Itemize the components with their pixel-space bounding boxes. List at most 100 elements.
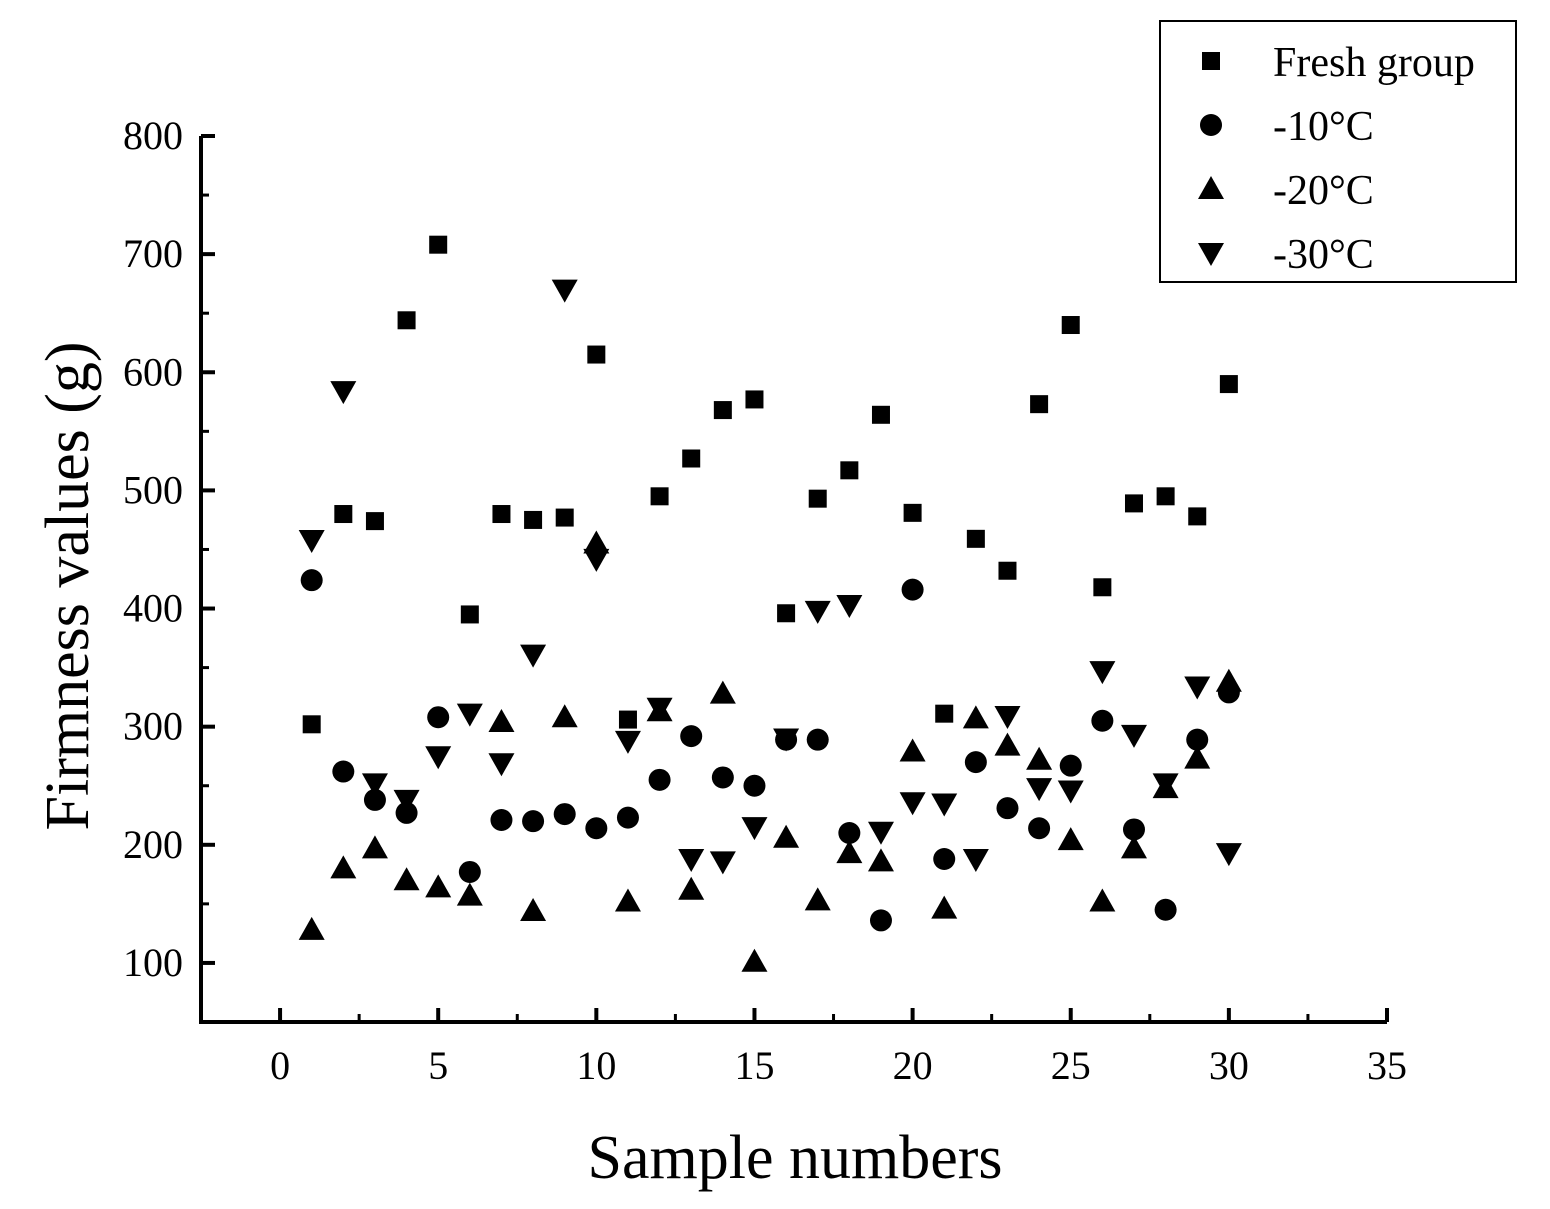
minus30c-point bbox=[393, 789, 420, 813]
minus10c-point bbox=[616, 806, 639, 829]
fresh-group-point bbox=[397, 311, 416, 330]
minus20c-point bbox=[931, 895, 958, 919]
minus10c-point bbox=[1122, 818, 1145, 841]
minus10c-point bbox=[711, 766, 734, 789]
minus30c-point bbox=[994, 706, 1021, 730]
minus10c-point bbox=[332, 760, 355, 783]
legend-marker bbox=[1198, 243, 1224, 266]
fresh-group-point bbox=[1156, 487, 1175, 506]
minus10c-point bbox=[996, 797, 1019, 820]
minus20c-point bbox=[1057, 827, 1084, 851]
fresh-group-point bbox=[334, 505, 353, 524]
fresh-group-point bbox=[429, 235, 448, 254]
minus20c-point bbox=[520, 897, 547, 921]
minus10c-point bbox=[680, 725, 703, 748]
minus10c-point bbox=[1091, 709, 1114, 732]
minus30c-point bbox=[741, 817, 768, 841]
x-tick-label: 0 bbox=[270, 1043, 290, 1088]
x-tick-label: 35 bbox=[1367, 1043, 1407, 1088]
minus20c-point bbox=[962, 705, 989, 729]
x-tick-label: 30 bbox=[1209, 1043, 1249, 1088]
y-tick-label: 200 bbox=[123, 822, 183, 867]
minus20c-point bbox=[583, 530, 610, 554]
minus30c-point bbox=[678, 848, 705, 872]
legend-marker bbox=[1198, 176, 1224, 199]
fresh-group-point bbox=[1188, 507, 1207, 526]
minus30c-point bbox=[361, 773, 388, 797]
x-tick-label: 10 bbox=[576, 1043, 616, 1088]
fresh-group-point bbox=[840, 461, 859, 480]
minus30c-point bbox=[583, 548, 610, 572]
fresh-group-point bbox=[871, 405, 890, 424]
minus20c-point bbox=[551, 704, 578, 728]
minus30c-point bbox=[1152, 773, 1179, 797]
fresh-group-point bbox=[587, 345, 606, 364]
fresh-group-point bbox=[1124, 494, 1143, 513]
fresh-group-point bbox=[650, 487, 669, 506]
x-tick-label: 15 bbox=[734, 1043, 774, 1088]
minus20c-point bbox=[614, 888, 641, 912]
minus20c-point bbox=[1120, 835, 1147, 859]
minus20c-point bbox=[899, 738, 926, 762]
minus30c-point bbox=[488, 753, 515, 777]
fresh-group-point bbox=[365, 512, 384, 531]
minus10c-point bbox=[1154, 898, 1177, 921]
fresh-group-point bbox=[713, 401, 732, 420]
minus30c-point bbox=[1120, 724, 1147, 748]
fresh-group-point bbox=[966, 529, 985, 548]
legend-marker bbox=[1202, 52, 1220, 70]
minus10c-point bbox=[458, 860, 481, 883]
fresh-group-point bbox=[460, 605, 479, 624]
minus20c-point bbox=[741, 948, 768, 972]
minus10c-point bbox=[1059, 754, 1082, 777]
y-tick-label: 600 bbox=[123, 349, 183, 394]
legend-label: -30°C bbox=[1273, 232, 1374, 278]
fresh-group-point bbox=[1030, 395, 1049, 414]
legend-label: -10°C bbox=[1273, 104, 1374, 150]
fresh-group-point bbox=[618, 710, 637, 729]
minus30c-point bbox=[551, 279, 578, 303]
fresh-group-point bbox=[745, 390, 764, 409]
fresh-group-point bbox=[1219, 375, 1238, 394]
minus20c-point bbox=[1026, 746, 1053, 770]
minus20c-point bbox=[804, 887, 831, 911]
minus20c-point bbox=[678, 876, 705, 900]
minus20c-point bbox=[836, 840, 863, 864]
minus10c-point bbox=[806, 728, 829, 751]
minus10c-point bbox=[585, 817, 608, 840]
fresh-group-point bbox=[492, 505, 511, 524]
minus10c-point bbox=[490, 808, 513, 831]
minus20c-point bbox=[361, 835, 388, 859]
minus10c-point bbox=[522, 810, 545, 833]
x-tick-label: 5 bbox=[428, 1043, 448, 1088]
minus30c-point bbox=[773, 728, 800, 752]
fresh-group-point bbox=[682, 449, 701, 468]
minus10c-point bbox=[1186, 728, 1209, 751]
minus30c-point bbox=[1215, 843, 1242, 867]
minus30c-point bbox=[804, 600, 831, 624]
minus30c-point bbox=[1057, 780, 1084, 804]
axes: 100 200 300 400 500 600 700 800 0 5 10 15 20 25 30 35 bbox=[123, 113, 1407, 1088]
y-axis-title: Firmness values (g) bbox=[34, 341, 102, 830]
minus30c-point bbox=[1026, 778, 1053, 802]
minus20c-point bbox=[456, 882, 483, 906]
minus10c-point bbox=[553, 803, 576, 826]
minus30c-point bbox=[330, 381, 357, 405]
minus10c-point bbox=[743, 774, 766, 797]
minus30c-point bbox=[836, 594, 863, 618]
fresh-group-point bbox=[1061, 316, 1080, 335]
fresh-group-point bbox=[998, 561, 1017, 580]
y-tick-label: 100 bbox=[123, 940, 183, 985]
y-tick-label: 700 bbox=[123, 231, 183, 276]
minus30c-point bbox=[1089, 661, 1116, 685]
series-0 bbox=[302, 235, 1238, 734]
minus30c-point bbox=[298, 530, 325, 554]
minus10c-point bbox=[1028, 817, 1051, 840]
minus20c-point bbox=[1184, 745, 1211, 769]
minus10c-point bbox=[933, 847, 956, 870]
minus30c-point bbox=[899, 792, 926, 816]
y-tick-label: 300 bbox=[123, 704, 183, 749]
minus30c-point bbox=[614, 730, 641, 754]
minus30c-point bbox=[425, 746, 452, 770]
x-tick-label: 25 bbox=[1051, 1043, 1091, 1088]
